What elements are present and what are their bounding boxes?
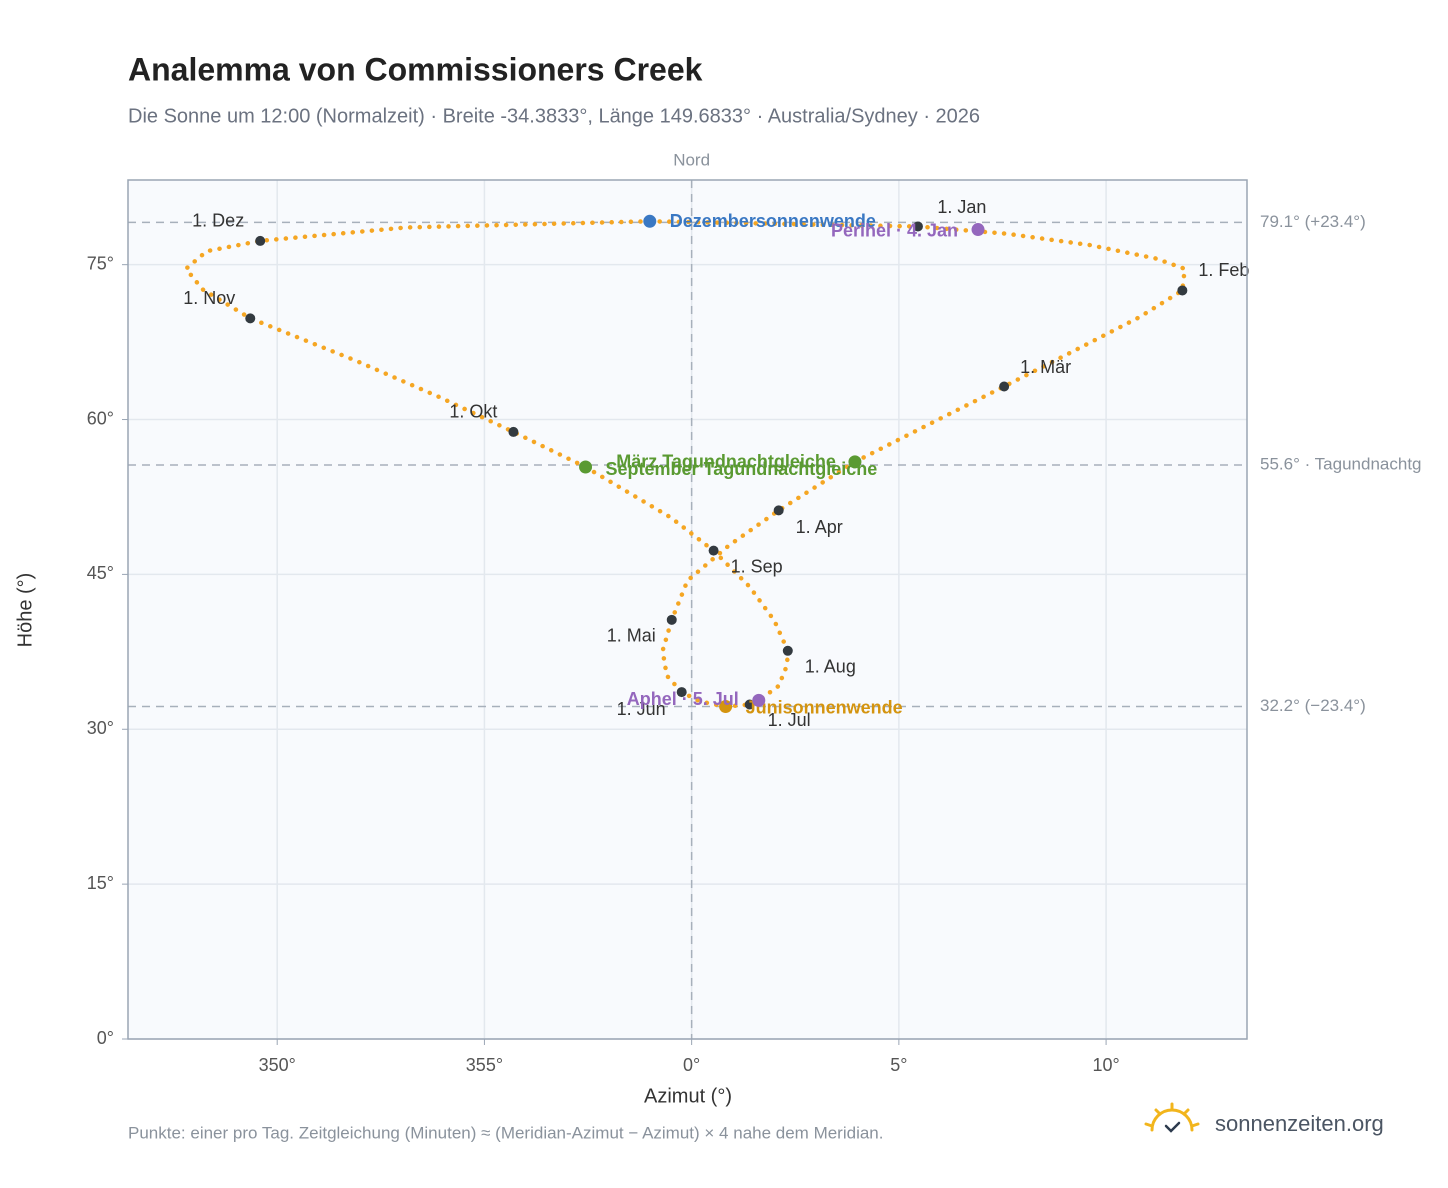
event-point xyxy=(579,460,593,474)
month-point xyxy=(676,687,687,698)
reference-label: 79.1° (+23.4°) xyxy=(1260,212,1366,231)
y-tick-label: 0° xyxy=(97,1028,114,1048)
month-point xyxy=(999,381,1010,392)
event-label: März Tagundnachtgleiche xyxy=(616,452,836,472)
x-tick-label: 5° xyxy=(890,1055,907,1075)
footnote: Punkte: einer pro Tag. Zeitgleichung (Mi… xyxy=(128,1123,884,1142)
month-label: 1. Aug xyxy=(805,657,856,677)
reference-label: Nord xyxy=(673,150,710,169)
event-point xyxy=(752,693,766,707)
month-label: 1. Okt xyxy=(449,402,497,422)
month-point xyxy=(508,426,519,437)
x-tick-label: 355° xyxy=(466,1055,503,1075)
month-label: 1. Mär xyxy=(1020,357,1071,377)
event-label: Perihel · 4. Jan xyxy=(831,220,958,240)
chart-subtitle: Die Sonne um 12:00 (Normalzeit) · Breite… xyxy=(128,105,980,127)
month-label: 1. Feb xyxy=(1198,260,1249,280)
plot-area xyxy=(128,180,1247,1039)
month-point xyxy=(782,645,793,656)
y-tick-label: 15° xyxy=(87,873,114,893)
chart-title: Analemma von Commissioners Creek xyxy=(128,51,703,87)
grid xyxy=(128,180,1247,1040)
month-point xyxy=(744,699,755,710)
x-axis-label: Azimut (°) xyxy=(644,1085,732,1107)
month-point xyxy=(245,313,256,324)
month-point xyxy=(666,614,677,625)
month-point xyxy=(708,545,719,556)
event-point xyxy=(848,455,862,469)
analemma-curve xyxy=(182,219,1188,709)
y-tick-label: 45° xyxy=(87,563,114,583)
month-label: 1. Sep xyxy=(731,556,783,576)
event-label: Junisonnenwende xyxy=(746,697,903,717)
event-point xyxy=(971,223,985,237)
month-label: 1. Mai xyxy=(607,626,656,646)
event-label: September Tagundnachtgleiche xyxy=(606,459,878,479)
month-point xyxy=(1177,285,1188,296)
month-point xyxy=(255,235,266,246)
event-point xyxy=(643,214,657,228)
event-label: Dezembersonnenwende xyxy=(670,211,876,231)
event-label: Aphel · 5. Jul xyxy=(627,689,739,709)
event-point xyxy=(719,700,733,714)
month-point xyxy=(912,221,923,232)
y-tick-label: 60° xyxy=(87,408,114,428)
plot-frame xyxy=(127,179,1248,1040)
x-tick-label: 350° xyxy=(259,1055,296,1075)
reference-label: 32.2° (−23.4°) xyxy=(1260,696,1366,715)
month-label: 1. Jun xyxy=(617,699,666,719)
y-tick-label: 30° xyxy=(87,718,114,738)
month-point xyxy=(773,505,784,516)
month-label: 1. Jul xyxy=(768,710,811,730)
month-label: 1. Apr xyxy=(796,517,843,537)
y-axis-label: Höhe (°) xyxy=(14,573,36,648)
month-label: 1. Dez xyxy=(192,211,244,231)
x-tick-label: 10° xyxy=(1092,1055,1119,1075)
reference-label: 55.6° · Tagundnachtg xyxy=(1260,454,1422,473)
brand-logo xyxy=(1144,1102,1200,1133)
month-label: 1. Jan xyxy=(937,197,986,217)
marks: 1. Jan 1. Feb 1. Mär 1. Apr 1. Mai 1. Jun 1. J… xyxy=(182,197,1249,730)
month-label: 1. Nov xyxy=(183,288,235,308)
brand: sonnenzeiten.org xyxy=(1215,1111,1384,1136)
x-tick-label: 0° xyxy=(683,1055,700,1075)
y-tick-label: 75° xyxy=(87,253,114,273)
